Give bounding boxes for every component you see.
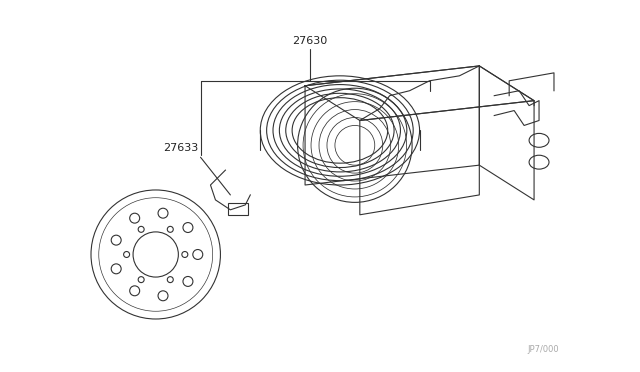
Text: 27633: 27633 bbox=[163, 143, 198, 153]
Text: 27630: 27630 bbox=[292, 36, 328, 46]
Bar bbox=[228, 203, 248, 215]
Text: JP7/000: JP7/000 bbox=[527, 345, 559, 354]
